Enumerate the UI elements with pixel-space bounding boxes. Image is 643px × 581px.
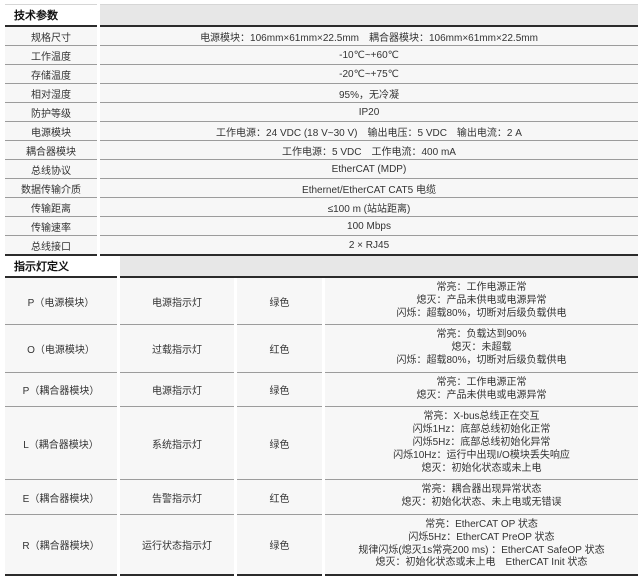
row-value: 工作电源：24 VDC (18 V~30 V) 输出电压：5 VDC 输出电流：… (100, 122, 638, 141)
led-description: 常亮：EtherCAT OP 状态 闪烁5Hz：EtherCAT PreOP 状… (325, 514, 638, 577)
led-color: 绿色 (237, 372, 322, 408)
row-value: 100 Mbps (100, 217, 638, 236)
row-label: 传输距离 (5, 198, 97, 217)
indicator-row-e-coupler: E（耦合器模块） 告警指示灯 红色 常亮：耦合器出现异常状态 熄灭：初始化状态、… (5, 480, 638, 515)
led-id: L（耦合器模块） (5, 407, 117, 481)
row-label: 总线接口 (5, 236, 97, 256)
led-description: 常亮：工作电源正常 熄灭：产品未供电或电源异常 闪烁：超载80%，切断对后级负载… (325, 278, 638, 326)
led-name: 告警指示灯 (120, 480, 234, 515)
row-value: -10℃~+60℃ (100, 46, 638, 65)
row-label: 总线协议 (5, 160, 97, 179)
tech-params-section-header: 技术参数 (5, 4, 638, 27)
row-label: 相对湿度 (5, 84, 97, 103)
led-name: 过载指示灯 (120, 325, 234, 373)
table-row-transmission-distance: 传输距离 ≤100 m (站站距离) (5, 198, 638, 217)
led-color: 绿色 (237, 278, 322, 326)
row-value: IP20 (100, 103, 638, 122)
led-name: 系统指示灯 (120, 407, 234, 481)
table-row-bus-protocol: 总线协议 EtherCAT (MDP) (5, 160, 638, 179)
led-name: 运行状态指示灯 (120, 514, 234, 577)
table-row-transmission-medium: 数据传输介质 Ethernet/EtherCAT CAT5 电缆 (5, 179, 638, 198)
tech-params-title: 技术参数 (5, 4, 97, 27)
table-row-coupler-module: 耦合器模块 工作电源：5 VDC 工作电流：400 mA (5, 141, 638, 160)
indicator-row-l-coupler: L（耦合器模块） 系统指示灯 绿色 常亮：X-bus总线正在交互 闪烁1Hz：底… (5, 407, 638, 481)
led-name: 电源指示灯 (120, 278, 234, 326)
tech-params-header-fill (100, 4, 638, 27)
row-value: ≤100 m (站站距离) (100, 198, 638, 217)
indicator-row-p-coupler: P（耦合器模块） 电源指示灯 绿色 常亮：工作电源正常 熄灭：产品未供电或电源异… (5, 372, 638, 408)
table-row-humidity: 相对湿度 95%，无冷凝 (5, 84, 638, 103)
row-value: 95%，无冷凝 (100, 84, 638, 103)
led-color: 绿色 (237, 407, 322, 481)
table-row-power-module: 电源模块 工作电源：24 VDC (18 V~30 V) 输出电压：5 VDC … (5, 122, 638, 141)
led-description: 常亮：工作电源正常 熄灭：产品未供电或电源异常 (325, 372, 638, 408)
row-label: 规格尺寸 (5, 27, 97, 46)
row-value: 电源模块：106mm×61mm×22.5mm 耦合器模块：106mm×61mm×… (100, 27, 638, 46)
led-id: E（耦合器模块） (5, 480, 117, 515)
indicator-header-fill (120, 256, 638, 278)
table-row-bus-interface: 总线接口 2 × RJ45 (5, 236, 638, 256)
led-id: R（耦合器模块） (5, 514, 117, 577)
indicator-row-o-power: O（电源模块） 过载指示灯 红色 常亮：负载达到90% 熄灭：未超载 闪烁：超载… (5, 325, 638, 373)
row-label: 电源模块 (5, 122, 97, 141)
led-name: 电源指示灯 (120, 372, 234, 408)
led-color: 红色 (237, 480, 322, 515)
table-row-protection-rating: 防护等级 IP20 (5, 103, 638, 122)
led-id: O（电源模块） (5, 325, 117, 373)
led-color: 绿色 (237, 514, 322, 577)
led-color: 红色 (237, 325, 322, 373)
row-value: 工作电源：5 VDC 工作电流：400 mA (100, 141, 638, 160)
table-row-storage-temp: 存储温度 -20℃~+75℃ (5, 65, 638, 84)
led-description: 常亮：X-bus总线正在交互 闪烁1Hz：底部总线初始化正常 闪烁5Hz：底部总… (325, 407, 638, 481)
indicator-section-title: 指示灯定义 (5, 256, 117, 278)
row-label: 存储温度 (5, 65, 97, 84)
row-label: 防护等级 (5, 103, 97, 122)
led-id: P（耦合器模块） (5, 372, 117, 408)
row-value: -20℃~+75℃ (100, 65, 638, 84)
led-description: 常亮：耦合器出现异常状态 熄灭：初始化状态、未上电或无错误 (325, 480, 638, 515)
indicator-row-r-coupler: R（耦合器模块） 运行状态指示灯 绿色 常亮：EtherCAT OP 状态 闪烁… (5, 514, 638, 577)
table-row-transmission-rate: 传输速率 100 Mbps (5, 217, 638, 236)
row-value: 2 × RJ45 (100, 236, 638, 256)
row-value: Ethernet/EtherCAT CAT5 电缆 (100, 179, 638, 198)
led-id: P（电源模块） (5, 278, 117, 326)
table-row-spec-size: 规格尺寸 电源模块：106mm×61mm×22.5mm 耦合器模块：106mm×… (5, 27, 638, 46)
led-description: 常亮：负载达到90% 熄灭：未超载 闪烁：超载80%，切断对后级负载供电 (325, 325, 638, 373)
row-label: 耦合器模块 (5, 141, 97, 160)
spec-sheet: 技术参数 规格尺寸 电源模块：106mm×61mm×22.5mm 耦合器模块：1… (5, 4, 638, 577)
row-label: 工作温度 (5, 46, 97, 65)
indicator-row-p-power: P（电源模块） 电源指示灯 绿色 常亮：工作电源正常 熄灭：产品未供电或电源异常… (5, 278, 638, 326)
row-label: 数据传输介质 (5, 179, 97, 198)
row-label: 传输速率 (5, 217, 97, 236)
indicator-section-header: 指示灯定义 (5, 256, 638, 278)
row-value: EtherCAT (MDP) (100, 160, 638, 179)
table-row-operating-temp: 工作温度 -10℃~+60℃ (5, 46, 638, 65)
